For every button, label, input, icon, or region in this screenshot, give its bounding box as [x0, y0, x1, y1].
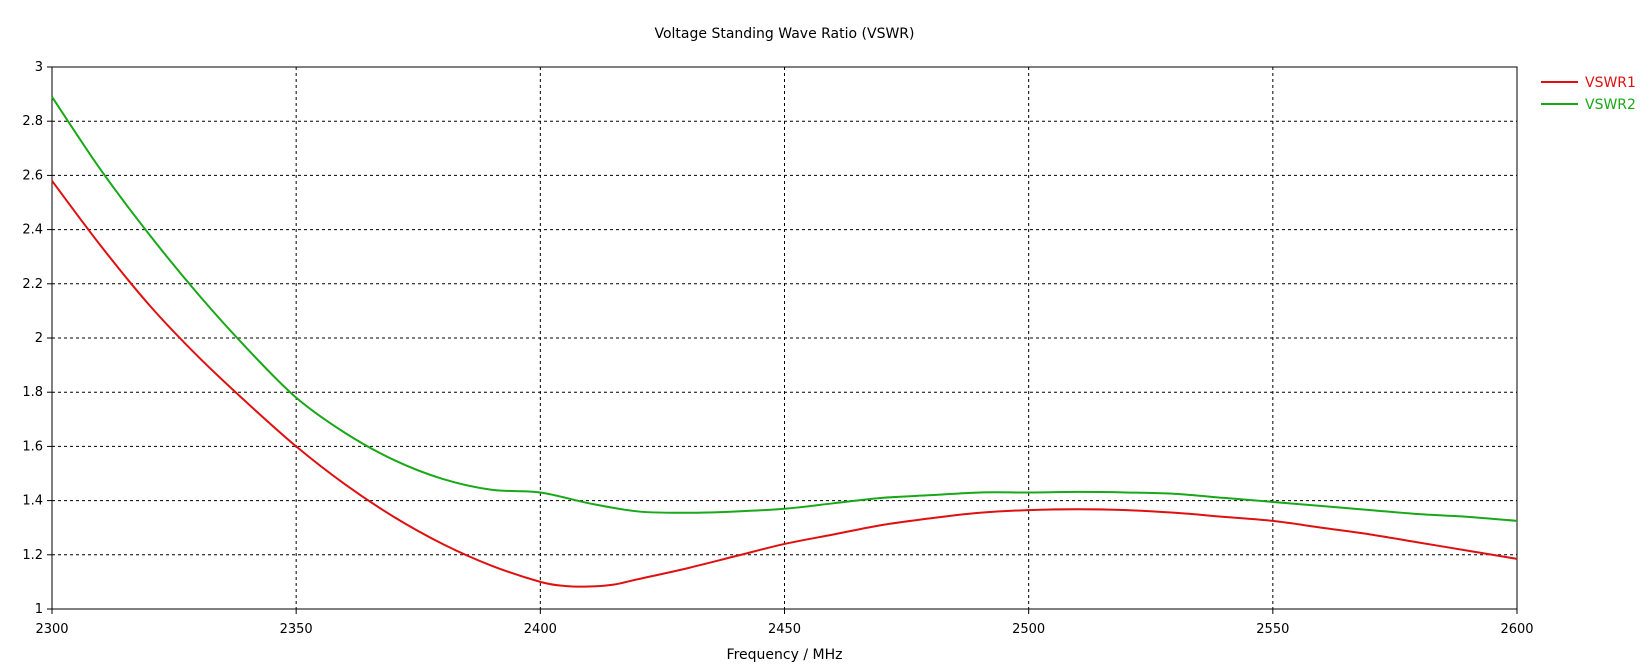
y-tick-label-2.6: 2.6	[22, 168, 43, 183]
x-tick-label-2400: 2400	[524, 622, 557, 637]
y-tick-label-1.8: 1.8	[22, 385, 43, 400]
legend-label-vswr2: VSWR2	[1585, 97, 1636, 113]
y-tick-label-1: 1	[35, 602, 43, 617]
series-layer	[51, 96, 1518, 588]
y-tick-label-1.4: 1.4	[22, 494, 43, 509]
series-line-vswr2	[51, 96, 1518, 522]
y-axis-ticks: 1 1.2 1.4 1.6 1.8 2 2.2 2.4 2.6 2.8 3	[22, 60, 52, 617]
x-axis-title: Frequency / MHz	[727, 647, 843, 663]
chart-title: Voltage Standing Wave Ratio (VSWR)	[654, 26, 914, 42]
x-tick-label-2500: 2500	[1012, 622, 1045, 637]
legend-label-vswr1: VSWR1	[1585, 75, 1636, 91]
x-tick-label-2600: 2600	[1500, 622, 1533, 637]
y-tick-label-2.4: 2.4	[22, 223, 43, 238]
legend[interactable]: VSWR1 VSWR2	[1541, 75, 1636, 113]
y-tick-label-1.2: 1.2	[22, 548, 43, 563]
y-tick-label-3: 3	[35, 60, 43, 75]
x-tick-label-2350: 2350	[280, 622, 313, 637]
y-tick-label-2.2: 2.2	[22, 277, 43, 292]
legend-item-vswr2[interactable]: VSWR2	[1541, 97, 1636, 113]
series-line-vswr1	[51, 180, 1518, 588]
y-tick-label-2.8: 2.8	[22, 114, 43, 129]
y-tick-label-1.6: 1.6	[22, 439, 43, 454]
legend-item-vswr1[interactable]: VSWR1	[1541, 75, 1636, 91]
x-tick-label-2450: 2450	[768, 622, 801, 637]
gridlines	[52, 67, 1517, 609]
y-tick-label-2: 2	[35, 331, 43, 346]
x-tick-label-2300: 2300	[35, 622, 68, 637]
x-tick-label-2550: 2550	[1256, 622, 1289, 637]
x-axis-ticks: 2300 2350 2400 2450 2500 2550 2600	[35, 609, 1534, 637]
